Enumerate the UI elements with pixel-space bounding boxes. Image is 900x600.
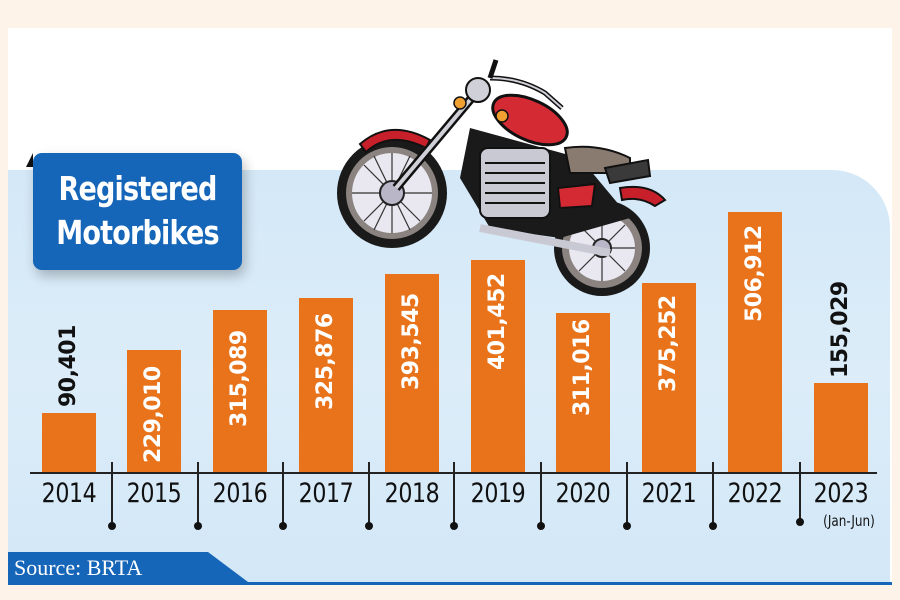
bar-2017 bbox=[299, 298, 353, 472]
x-tick-2014: 2014 bbox=[41, 478, 97, 509]
axis-divider bbox=[368, 462, 370, 524]
axis-divider bbox=[282, 462, 284, 524]
bar-2022 bbox=[728, 212, 782, 472]
x-tick-2023: 2023 bbox=[813, 478, 869, 509]
bar-2018 bbox=[385, 274, 439, 472]
value-label-2017: 325,876 bbox=[313, 313, 338, 410]
axis-divider bbox=[799, 462, 801, 520]
axis-divider-dot bbox=[450, 522, 458, 530]
bar-2015 bbox=[127, 350, 181, 472]
x-tick-2017: 2017 bbox=[298, 478, 354, 509]
x-tick-2019: 2019 bbox=[470, 478, 526, 509]
axis-divider bbox=[111, 462, 113, 524]
motorbike-illustration bbox=[337, 59, 667, 296]
x-tick-2022: 2022 bbox=[727, 478, 783, 509]
axis-divider-dot bbox=[365, 522, 373, 530]
axis-divider-dot bbox=[194, 522, 202, 530]
axis-divider bbox=[197, 462, 199, 524]
value-label-2019: 401,452 bbox=[485, 273, 510, 370]
title-tab-corner bbox=[26, 153, 33, 167]
axis-divider-dot bbox=[709, 522, 717, 530]
axis-divider-dot bbox=[537, 522, 545, 530]
value-label-2021: 375,252 bbox=[656, 295, 681, 392]
value-label-2023: 155,029 bbox=[828, 281, 853, 378]
value-label-2016: 315,089 bbox=[227, 330, 252, 427]
bar-2014 bbox=[42, 413, 96, 472]
bar-2016 bbox=[213, 310, 267, 472]
x-tick-2015: 2015 bbox=[126, 478, 182, 509]
chart-title-line-2: Motorbikes bbox=[56, 213, 219, 252]
x-tick-2016: 2016 bbox=[212, 478, 268, 509]
x-tick-2020: 2020 bbox=[555, 478, 611, 509]
bar-2019 bbox=[471, 260, 525, 472]
value-label-2020: 311,016 bbox=[570, 319, 595, 416]
axis-divider bbox=[626, 462, 628, 524]
bar-2023 bbox=[814, 383, 868, 472]
x-tick-2021: 2021 bbox=[641, 478, 697, 509]
chart-title-box: Registered Motorbikes bbox=[33, 153, 242, 270]
x-tick-2018: 2018 bbox=[384, 478, 440, 509]
axis-divider-dot bbox=[623, 522, 631, 530]
axis-divider bbox=[540, 462, 542, 524]
axis-divider bbox=[453, 462, 455, 524]
axis-divider-dot bbox=[279, 522, 287, 530]
value-label-2015: 229,010 bbox=[141, 366, 166, 463]
source-banner: Source: BRTA bbox=[8, 552, 248, 582]
axis-divider-dot bbox=[796, 518, 804, 526]
axis-divider bbox=[712, 462, 714, 524]
value-label-2022: 506,912 bbox=[742, 225, 767, 322]
value-label-2018: 393,545 bbox=[399, 293, 424, 390]
bar-2021 bbox=[642, 283, 696, 472]
bottom-rule bbox=[8, 582, 892, 585]
value-label-2014: 90,401 bbox=[56, 325, 81, 407]
axis-divider-dot bbox=[108, 522, 116, 530]
bar-2020 bbox=[556, 313, 610, 472]
x-tick-2023-sublabel: (Jan-Jun) bbox=[823, 512, 875, 530]
chart-title-line-1: Registered bbox=[58, 169, 217, 208]
source-text: Source: BRTA bbox=[14, 555, 143, 580]
